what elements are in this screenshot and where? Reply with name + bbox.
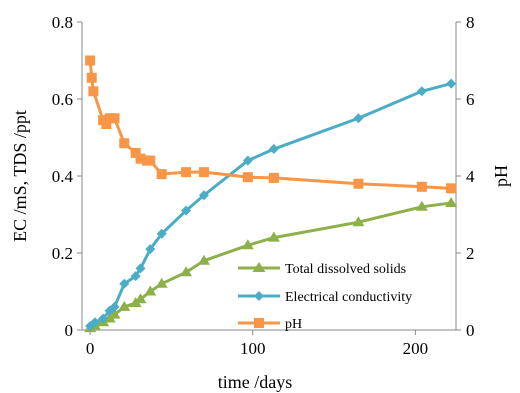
data-point-tds — [108, 308, 121, 319]
data-point-ph — [88, 86, 99, 97]
legend-label-ec: Electrical conductivity — [285, 290, 412, 305]
legend-swatch-tds-marker — [252, 262, 266, 272]
right-y-tick-label: 4 — [466, 167, 475, 186]
data-point-ec — [90, 317, 101, 328]
left-y-axis-title: EC /mS, TDS /ppt — [10, 110, 30, 242]
data-point-tds — [134, 293, 147, 304]
data-point-ec — [109, 301, 120, 312]
data-point-ec — [119, 278, 130, 289]
data-point-ph — [135, 153, 146, 164]
right-y-tick-label: 6 — [466, 90, 475, 109]
data-point-tds — [118, 300, 131, 311]
data-point-ph — [242, 172, 253, 183]
left-y-tick-label: 0.6 — [52, 90, 73, 109]
right-y-tick-label: 8 — [466, 13, 475, 32]
data-point-tds — [144, 285, 157, 296]
data-point-ph — [109, 113, 120, 124]
axis-ticks: 0 100 200 0 0.2 0.4 0.6 0.8 0 2 4 6 8 — [52, 13, 475, 358]
data-point-ec — [198, 190, 209, 201]
legend-label-ph: pH — [285, 317, 302, 332]
left-y-tick-label: 0.2 — [52, 244, 73, 263]
data-point-ph — [181, 167, 192, 178]
data-point-ec — [446, 78, 457, 89]
data-point-ec — [135, 263, 146, 274]
data-point-ph — [353, 178, 364, 189]
data-point-ph — [85, 55, 96, 66]
data-point-ec — [156, 228, 167, 239]
data-point-tds — [267, 231, 280, 242]
x-axis-title: time /days — [218, 372, 293, 392]
data-point-ec — [181, 205, 192, 216]
left-y-tick-label: 0.8 — [52, 13, 73, 32]
data-point-ec — [353, 113, 364, 124]
data-point-ec — [268, 144, 279, 155]
right-y-tick-label: 2 — [466, 244, 475, 263]
data-point-ph — [86, 72, 97, 83]
series-line-ph — [88, 60, 452, 190]
data-point-ph — [145, 155, 156, 166]
legend-item-ph: pH — [238, 317, 302, 332]
data-point-ec — [145, 244, 156, 255]
legend: Total dissolved solids Electrical conduc… — [238, 262, 412, 332]
data-point-ph — [198, 167, 209, 178]
data-point-tds — [415, 200, 428, 211]
data-point-ec — [98, 313, 109, 324]
right-y-axis-title: pH — [491, 165, 511, 187]
x-tick-label: 0 — [86, 339, 95, 358]
data-point-ph — [416, 181, 427, 192]
data-point-ph — [130, 147, 141, 158]
data-point-tds — [180, 266, 193, 277]
data-point-ph — [119, 138, 130, 149]
x-tick-label: 100 — [240, 339, 266, 358]
x-tick-label: 200 — [403, 339, 429, 358]
series-layer — [84, 55, 458, 333]
data-point-ec — [130, 271, 141, 282]
data-point-ph — [156, 169, 167, 180]
data-point-tds — [155, 277, 168, 288]
data-point-ph — [268, 172, 279, 183]
data-point-tds — [197, 254, 210, 265]
data-point-ph — [101, 119, 112, 130]
data-point-ec — [242, 155, 253, 166]
legend-label-tds: Total dissolved solids — [285, 262, 406, 277]
legend-swatch-ec-marker — [254, 291, 264, 301]
legend-item-tds: Total dissolved solids — [238, 262, 406, 277]
right-y-tick-label: 0 — [466, 321, 475, 340]
data-point-ph — [446, 183, 457, 194]
data-point-ec — [416, 86, 427, 97]
legend-item-ec: Electrical conductivity — [238, 290, 412, 305]
left-y-tick-label: 0.4 — [52, 167, 74, 186]
data-point-tds — [352, 216, 365, 227]
data-point-tds — [445, 196, 458, 207]
left-y-tick-label: 0 — [65, 321, 74, 340]
data-point-tds — [241, 239, 254, 250]
legend-swatch-ph-marker — [254, 318, 264, 328]
